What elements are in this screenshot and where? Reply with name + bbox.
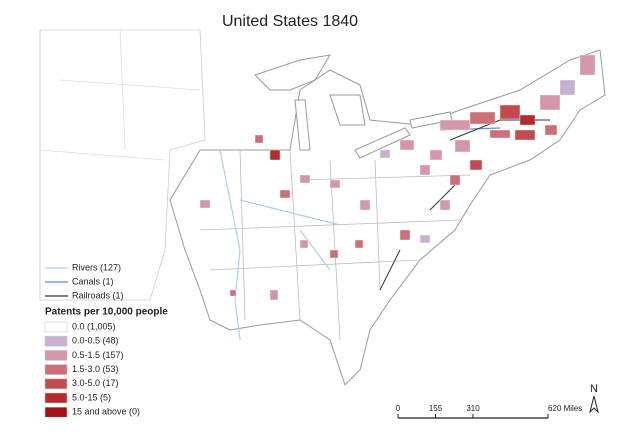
legend-swatch — [44, 378, 68, 390]
county-patch — [359, 199, 371, 211]
legend-class-label: 0.0 (1,005) — [72, 321, 116, 331]
county-patch — [449, 174, 461, 186]
scale-label: 0 — [396, 404, 401, 413]
county-patch — [439, 199, 451, 211]
north-arrow-shape — [589, 395, 599, 414]
county-patch — [329, 249, 339, 259]
county-patch — [539, 94, 561, 111]
county-patch — [329, 179, 341, 189]
lake-huron — [329, 94, 366, 126]
legend: Rivers (127) Canals (1) Railroads (1) Paten… — [44, 262, 168, 418]
county-patch — [439, 119, 471, 131]
county-patch — [229, 289, 237, 297]
county-patch — [399, 229, 411, 241]
lake-erie — [354, 127, 411, 159]
scale-label: 155 — [429, 404, 443, 413]
county-patch — [419, 234, 431, 244]
north-label: N — [590, 383, 598, 395]
legend-line-label: Railroads (1) — [72, 290, 124, 300]
county-patch — [579, 54, 596, 76]
county-patches — [199, 54, 596, 301]
county-patch — [519, 114, 536, 126]
legend-class-label: 0.5-1.5 (157) — [72, 350, 124, 360]
legend-swatch — [44, 350, 68, 361]
territory-lines — [39, 29, 201, 161]
county-patch — [254, 134, 264, 144]
lake-michigan — [294, 99, 311, 151]
legend-swatch — [44, 364, 68, 375]
legend-line-label: Rivers (127) — [72, 262, 121, 272]
legend-swatch — [44, 392, 68, 404]
county-patch — [269, 289, 279, 301]
legend-swatch — [44, 335, 68, 347]
county-patch — [379, 149, 391, 159]
county-patch — [559, 79, 576, 96]
county-patch — [299, 174, 311, 184]
map-title: United States 1840 — [222, 13, 358, 30]
county-patch — [514, 129, 536, 141]
county-patch — [469, 111, 496, 125]
county-patch — [499, 104, 521, 120]
county-patch — [469, 159, 483, 171]
eastern-states — [169, 49, 606, 386]
county-patch — [419, 164, 431, 176]
legend-class-label: 5.0-15 (5) — [72, 392, 111, 402]
county-patch — [399, 139, 415, 151]
legend-class-label: 1.5-3.0 (53) — [72, 364, 119, 374]
legend-class-label: 15 and above (0) — [72, 407, 140, 417]
legend-swatch — [44, 406, 68, 418]
rivers — [219, 149, 341, 341]
county-patch — [544, 124, 558, 136]
legend-class-label: 3.0-5.0 (17) — [72, 378, 119, 388]
county-patch — [454, 139, 471, 153]
scale-label: 310 — [466, 404, 480, 413]
county-patch — [489, 129, 511, 139]
western-territory — [39, 29, 206, 301]
legend-title: Patents per 10,000 people — [45, 307, 168, 318]
legend-class-label: 0.0-0.5 (48) — [72, 336, 119, 346]
county-patch — [299, 239, 309, 249]
lake-superior — [254, 54, 331, 91]
county-patch — [269, 149, 281, 161]
county-patch — [354, 239, 364, 249]
county-patch — [429, 149, 443, 161]
legend-swatch — [44, 321, 68, 333]
scale-bar: 0 155 310 620 Miles — [396, 404, 582, 419]
north-arrow: N — [589, 383, 599, 414]
legend-line-label: Canals (1) — [72, 276, 114, 286]
scale-label: 620 Miles — [548, 404, 582, 413]
county-patch — [199, 199, 211, 209]
county-patch — [279, 189, 291, 199]
